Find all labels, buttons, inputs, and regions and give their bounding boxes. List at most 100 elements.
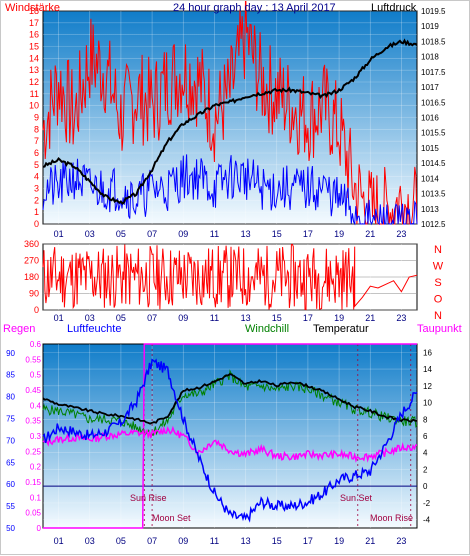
p2-x-tick-10: 21: [365, 313, 375, 323]
luftfeuchte-axis-label: Luftfeuchte: [67, 323, 121, 335]
p3-regen-tick-2: 0.1: [30, 493, 42, 502]
p1-right-tick-7: 1016: [421, 114, 439, 123]
p3-x-tick-0: 01: [54, 536, 64, 546]
p1-left-tick-0: 0: [34, 219, 39, 229]
p3-regen-tick-12: 0.6: [30, 340, 42, 349]
p3-regen-tick-0: 0: [37, 524, 42, 533]
p3-regen-tick-1: 0.05: [25, 509, 41, 518]
p1-x-tick-8: 17: [303, 229, 313, 239]
p3-humidity-tick-8: 90: [6, 349, 15, 358]
p3-x-tick-5: 11: [210, 536, 219, 546]
p1-x-tick-5: 11: [210, 229, 219, 239]
p1-left-tick-13: 13: [29, 65, 39, 75]
p3-temp-tick-7: 10: [423, 399, 432, 408]
p1-right-tick-2: 1013.5: [421, 190, 446, 199]
p3-x-tick-2: 05: [116, 536, 126, 546]
series-pressure-line: [42, 38, 418, 205]
p3-x-tick-11: 23: [396, 536, 406, 546]
p3-temp-tick-1: -2: [423, 499, 431, 508]
p1-right-tick-0: 1012.5: [421, 220, 446, 229]
moonrise-annotation: Moon Rise: [370, 513, 413, 523]
p1-left-tick-9: 9: [34, 113, 39, 123]
temperatur-label: Temperatur: [313, 323, 369, 335]
p2-left-tick-0: 0: [34, 305, 39, 315]
p1-left-tick-5: 5: [34, 160, 39, 170]
p3-x-tick-10: 21: [365, 536, 375, 546]
p3-regen-tick-10: 0.5: [30, 371, 42, 380]
p1-left-tick-1: 1: [34, 207, 39, 217]
taupunkt-label: Taupunkt: [417, 323, 462, 335]
windchill-label: Windchill: [245, 323, 289, 335]
p1-x-tick-7: 15: [272, 229, 282, 239]
p1-left-tick-7: 7: [34, 136, 39, 146]
p1-x-tick-9: 19: [334, 229, 344, 239]
p2-x-tick-2: 05: [116, 313, 126, 323]
p3-temp-tick-6: 8: [423, 415, 428, 424]
p1-x-tick-3: 07: [147, 229, 157, 239]
chart-title: 24 hour graph day : 13 April 2017: [173, 2, 336, 14]
p3-regen-tick-9: 0.45: [25, 386, 41, 395]
series-temperature-line: [42, 372, 418, 425]
sunset-annotation: Sun Set: [340, 493, 373, 503]
p2-x-tick-3: 07: [147, 313, 157, 323]
p3-humidity-tick-5: 75: [6, 414, 15, 423]
p3-temp-tick-10: 16: [423, 348, 432, 357]
p2-x-tick-8: 17: [303, 313, 313, 323]
moonset-annotation: Moon Set: [152, 513, 191, 523]
p1-left-tick-11: 11: [30, 89, 39, 99]
p1-right-tick-12: 1018.5: [421, 37, 446, 46]
windstaerke-axis-label: Windstärke: [5, 2, 60, 14]
p1-right-tick-13: 1019: [421, 22, 439, 31]
p3-regen-tick-11: 0.55: [25, 355, 41, 364]
series-dewpoint-line: [42, 425, 417, 463]
luftdruck-axis-label: Luftdruck: [371, 2, 417, 14]
p1-left-tick-16: 16: [29, 30, 39, 40]
p1-x-tick-10: 21: [365, 229, 375, 239]
p1-right-tick-9: 1017: [421, 83, 439, 92]
p3-humidity-tick-6: 80: [6, 393, 15, 402]
p3-temp-tick-8: 12: [423, 382, 432, 391]
p1-x-tick-6: 13: [241, 229, 251, 239]
p1-right-tick-8: 1016.5: [421, 98, 446, 107]
p1-x-tick-2: 05: [116, 229, 126, 239]
p2-left-tick-2: 180: [24, 272, 39, 282]
p2-direction-label-1: W: [433, 261, 444, 273]
series-wind-line: [42, 154, 418, 226]
p3-humidity-tick-3: 65: [6, 458, 15, 467]
p3-x-tick-8: 17: [303, 536, 313, 546]
p1-right-tick-6: 1015.5: [421, 129, 446, 138]
p3-humidity-tick-0: 50: [6, 524, 15, 533]
p3-regen-tick-3: 0.15: [25, 478, 41, 487]
p3-x-tick-3: 07: [147, 536, 157, 546]
p3-x-tick-1: 03: [85, 536, 95, 546]
p3-humidity-tick-1: 55: [6, 502, 15, 511]
series-windchill-line: [42, 369, 418, 439]
p1-right-tick-1: 1013: [421, 205, 439, 214]
p1-right-tick-5: 1015: [421, 144, 439, 153]
p3-x-tick-4: 09: [178, 536, 188, 546]
p1-left-tick-17: 17: [29, 18, 39, 28]
sunrise-annotation: Sun Rise: [130, 493, 167, 503]
p1-left-tick-14: 14: [29, 53, 39, 63]
marks-layer: [42, 1, 418, 529]
p1-x-tick-0: 01: [54, 229, 64, 239]
p2-direction-label-4: N: [434, 310, 442, 322]
p2-x-tick-4: 09: [178, 313, 188, 323]
p3-temp-tick-0: -4: [423, 516, 431, 525]
p1-left-tick-12: 12: [29, 77, 39, 87]
p3-x-tick-9: 19: [334, 536, 344, 546]
series-humidity-line: [42, 358, 418, 523]
p3-regen-tick-4: 0.2: [30, 463, 42, 472]
regen-axis-label: Regen: [3, 323, 35, 335]
p1-left-tick-10: 10: [29, 101, 39, 111]
p1-left-tick-6: 6: [34, 148, 39, 158]
p3-temp-tick-4: 4: [423, 449, 428, 458]
series-gust-line: [42, 1, 418, 225]
p2-left-tick-3: 270: [24, 256, 39, 266]
p2-x-tick-1: 03: [85, 313, 95, 323]
p2-x-tick-9: 19: [334, 313, 344, 323]
p2-x-tick-7: 15: [272, 313, 282, 323]
p1-right-tick-11: 1018: [421, 53, 439, 62]
